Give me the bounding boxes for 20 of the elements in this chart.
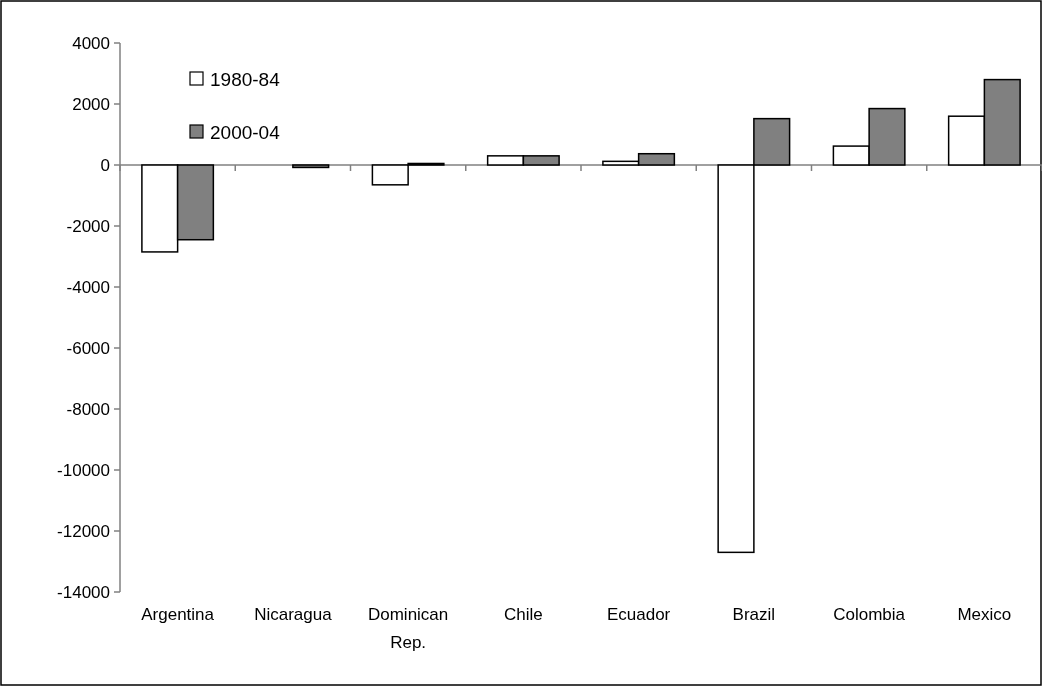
y-tick-label: -6000 [66, 338, 110, 358]
y-tick-label: -8000 [66, 399, 110, 419]
y-tick-label: 2000 [72, 94, 110, 114]
y-tick-label: -12000 [57, 521, 110, 541]
y-tick-label: -4000 [66, 277, 110, 297]
legend-label: 2000-04 [210, 121, 281, 143]
x-tick-label: Nicaragua [254, 605, 333, 624]
x-tick-label: Mexico [957, 605, 1012, 624]
x-tick-label: Argentina [141, 605, 215, 624]
x-tick-label: Chile [504, 605, 543, 624]
x-tick-label: Brazil [732, 605, 776, 624]
y-tick-label: -14000 [57, 582, 110, 602]
x-tick-label: Colombia [833, 605, 906, 624]
y-tick-label: 0 [100, 155, 110, 175]
legend-label: 1980-84 [210, 68, 281, 90]
x-tick-label: Ecuador [606, 605, 671, 624]
y-tick-label: -10000 [57, 460, 110, 480]
x-tick-label: Dominican Rep. [367, 605, 449, 652]
y-tick-label: -2000 [66, 216, 110, 236]
y-tick-label: 4000 [72, 33, 110, 53]
